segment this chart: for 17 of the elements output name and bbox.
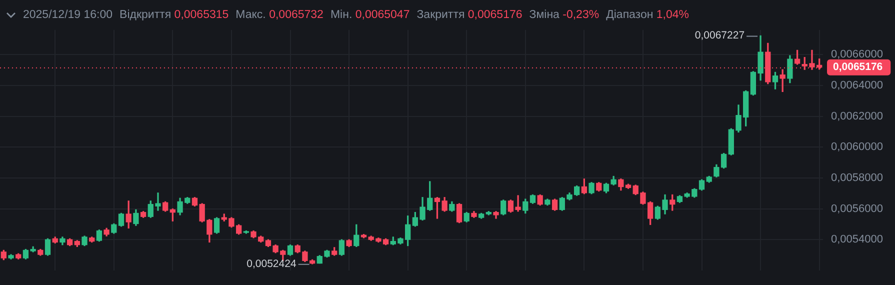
y-tick-label: 0,0058000 (831, 172, 883, 184)
y-tick-label: 0,0056000 (831, 202, 883, 215)
text: Діапазон 1,04% (606, 9, 690, 21)
ref-line-label: 0,0065176 (833, 61, 883, 74)
text: Відкриття 0,0065315 (120, 9, 229, 21)
text: Закриття 0,0065176 (416, 9, 522, 21)
chart-title: 2025/12/19 16:00 (23, 9, 113, 21)
y-tick-label: 0,0064000 (831, 80, 883, 92)
text: Макс. 0,0065732 (236, 9, 324, 21)
y-tick-label: 0,0054000 (831, 234, 883, 246)
annotation: 0,0052424 (246, 258, 296, 270)
y-tick-label: 0,0060000 (831, 141, 883, 154)
y-tick-label: 0,0066000 (831, 48, 883, 61)
annotation: 0,0067227 (694, 30, 745, 42)
y-tick-label: 0,0062000 (831, 110, 883, 122)
text: Мін. 0,0065047 (330, 9, 410, 21)
text: Зміна -0,23% (529, 9, 600, 21)
